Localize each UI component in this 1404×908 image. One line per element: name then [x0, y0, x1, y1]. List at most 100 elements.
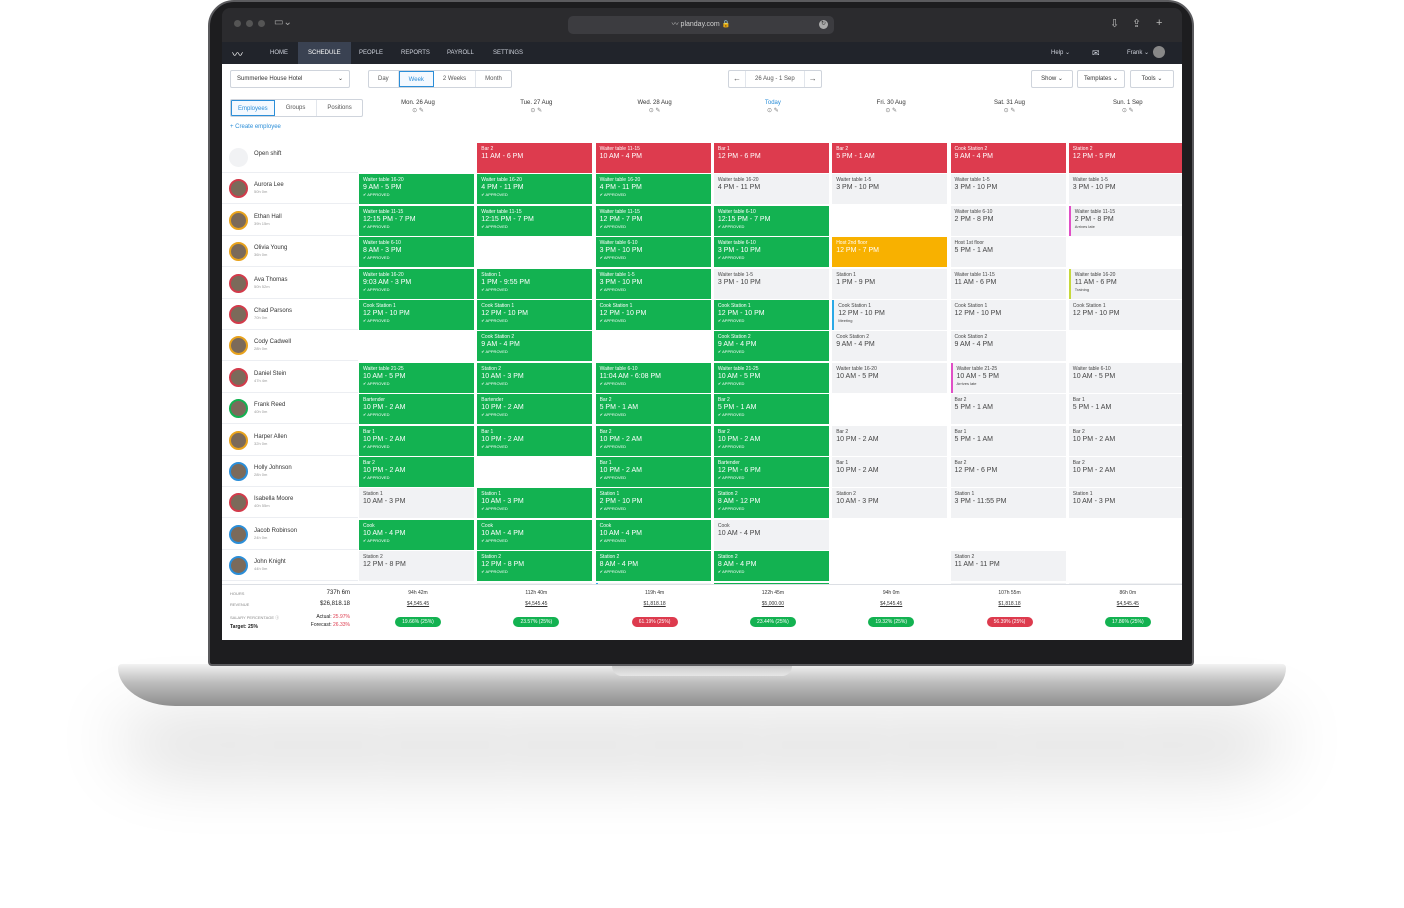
- shift-card[interactable]: Waiter table 16-20 9:03 AM - 3 PM ✔ APPROV…: [359, 268, 474, 299]
- employee-row[interactable]: Chad Parsons 70h 0m: [222, 299, 358, 330]
- share-icon[interactable]: ⇪: [1132, 18, 1142, 30]
- sidebar-toggle-icon[interactable]: ▭⌄: [274, 17, 292, 28]
- shift-card[interactable]: Host 1st floor: [713, 582, 829, 584]
- user-menu[interactable]: Frank ⌄: [1127, 42, 1166, 64]
- shift-card[interactable]: Bar 1 10 PM - 2 AM: [832, 457, 948, 487]
- day-revenue[interactable]: $4,545.45: [880, 601, 903, 607]
- day-revenue[interactable]: $5,000.00: [761, 601, 785, 607]
- window-minimize-dot[interactable]: [246, 20, 253, 27]
- eye-icon[interactable]: ⊙: [530, 108, 538, 114]
- eye-icon[interactable]: ⊙: [1121, 108, 1129, 114]
- shift-card[interactable]: Host 1st floor: [477, 582, 593, 584]
- shift-card[interactable]: Waiter table 11-15 12:15 PM - 7 PM ✔ APPRO…: [359, 205, 474, 236]
- shift-card[interactable]: Cook Station 1 12 PM - 10 PM ✔ APPROVED: [477, 300, 593, 330]
- shift-card[interactable]: Cook 10 AM - 4 PM ✔ APPROVED: [477, 519, 593, 550]
- shift-card[interactable]: Bar 2 10 PM - 2 AM: [832, 425, 948, 456]
- day-revenue[interactable]: $4,545.45: [525, 601, 548, 607]
- empty-shift-slot[interactable]: [1068, 551, 1182, 582]
- shift-card[interactable]: Waiter table 11-15 12:15 PM - 7 PM ✔ APPRO…: [477, 205, 593, 236]
- employee-row[interactable]: Aurora Lee 50h 0m: [222, 173, 358, 205]
- shift-card[interactable]: Bar 2 10 PM - 2 AM ✔ APPROVED: [595, 425, 711, 456]
- shift-card[interactable]: Waiter table 6-10 12:15 PM - 7 PM ✔ APPROV…: [713, 205, 829, 236]
- empty-shift-slot[interactable]: [477, 237, 593, 268]
- shift-card[interactable]: Station 2 10 AM - 3 PM: [832, 488, 948, 519]
- shift-card[interactable]: Bartender 12 PM - 6 PM ✔ APPROVED: [713, 457, 829, 487]
- shift-card[interactable]: Bar 2 12 PM - 6 PM: [950, 457, 1066, 487]
- shift-card[interactable]: Waiter table 11-15 11 AM - 6 PM: [950, 268, 1066, 299]
- day-revenue[interactable]: $4,545.45: [406, 601, 430, 607]
- edit-icon[interactable]: ✎: [418, 108, 424, 114]
- shift-card[interactable]: Waiter table 6-10 8 AM - 3 PM ✔ APPROVED: [359, 237, 474, 268]
- nav-payroll[interactable]: PAYROLL: [447, 50, 474, 56]
- reload-icon[interactable]: ↻: [819, 20, 828, 29]
- shift-card[interactable]: Station 2 12 PM - 8 PM ✔ APPROVED: [477, 551, 593, 582]
- shift-card[interactable]: Bar 2 10 PM - 2 AM: [1068, 425, 1182, 456]
- shift-card[interactable]: Bar 2 11 AM - 6 PM: [477, 143, 593, 173]
- edit-icon[interactable]: ✎: [773, 108, 779, 114]
- shift-card[interactable]: Cook 10 AM - 4 PM: [713, 519, 829, 550]
- shift-card[interactable]: Host 2nd floor 12 PM - 7 PM: [832, 237, 948, 268]
- day-header[interactable]: Mon. 26 Aug ⊙ ✎: [359, 100, 477, 114]
- eye-icon[interactable]: ⊙: [885, 108, 893, 114]
- shift-card[interactable]: Station 1 10 AM - 3 PM: [359, 488, 474, 519]
- nav-reports[interactable]: REPORTS: [401, 50, 430, 56]
- shift-card[interactable]: Waiter table 21-25 10 AM - 5 PM ✔ APPROVED: [713, 362, 829, 393]
- shift-card[interactable]: Bartender 10 PM - 2 AM ✔ APPROVED: [359, 394, 474, 425]
- shift-card[interactable]: Cook Station 1 12 PM - 10 PM ✔ APPROVED: [595, 300, 711, 330]
- shift-card[interactable]: Waiter table 16-20 9 AM - 5 PM ✔ APPROVED: [359, 174, 474, 205]
- shift-card[interactable]: Waiter table 6-10 2 PM - 8 PM: [950, 205, 1066, 236]
- shift-card[interactable]: Station 1 10 AM - 3 PM: [1068, 488, 1182, 519]
- employee-row[interactable]: Ava Thomas 50h 52m: [222, 268, 358, 299]
- shift-card[interactable]: Waiter table 1-5 3 PM - 10 PM ✔ APPROVED: [595, 268, 711, 299]
- shift-card[interactable]: Cook 10 AM - 4 PM ✔ APPROVED: [359, 519, 474, 550]
- shift-card[interactable]: Station 1 10 AM - 3 PM ✔ APPROVED: [477, 488, 593, 519]
- shift-card[interactable]: Bar 1 10 PM - 2 AM ✔ APPROVED: [359, 425, 474, 456]
- edit-icon[interactable]: ✎: [1010, 108, 1016, 114]
- shift-card[interactable]: Waiter table 11-15 10 AM - 4 PM: [595, 143, 711, 173]
- shift-card[interactable]: Bar 1 10 PM - 2 AM ✔ APPROVED: [477, 425, 593, 456]
- employee-row[interactable]: Isabella Moore 40h 55m: [222, 487, 358, 519]
- shift-card[interactable]: Waiter table 16-20 4 PM - 11 PM: [713, 174, 829, 205]
- day-revenue[interactable]: $1,818.18: [998, 601, 1021, 607]
- employee-row[interactable]: Holly Johnson 28h 0m: [222, 456, 358, 487]
- view-day[interactable]: Day: [369, 71, 399, 87]
- shift-card[interactable]: Waiter table 1-5 3 PM - 10 PM: [713, 268, 829, 299]
- shift-card[interactable]: Station 2 11 AM - 11 PM: [950, 551, 1066, 582]
- shift-card[interactable]: Cook Station 1 12 PM - 10 PM Meeting: [832, 300, 948, 330]
- employee-row[interactable]: Cody Cadwell 28h 0m: [222, 330, 358, 362]
- empty-shift-slot[interactable]: [832, 205, 948, 236]
- empty-shift-slot[interactable]: [1068, 519, 1182, 550]
- shift-card[interactable]: Waiter table 16-20 11 AM - 6 PM Training: [1068, 268, 1182, 299]
- shift-card[interactable]: Cook Station 1 12 PM - 10 PM ✔ APPROVED: [713, 300, 829, 330]
- empty-shift-slot[interactable]: [832, 519, 948, 550]
- shift-card[interactable]: Waiter table 11-15 2 PM - 8 PM Arrives lat…: [1068, 205, 1182, 236]
- employee-row[interactable]: Daniel Stein 47h 4m: [222, 362, 358, 393]
- nav-schedule[interactable]: SCHEDULE: [298, 42, 351, 64]
- employee-row[interactable]: Open shift: [222, 142, 358, 173]
- window-close-dot[interactable]: [234, 20, 241, 27]
- shift-card[interactable]: Waiter table 16-20 4 PM - 11 PM ✔ APPROVED: [477, 174, 593, 205]
- window-zoom-dot[interactable]: [258, 20, 265, 27]
- employee-row[interactable]: Ethan Hall 39h 15m: [222, 205, 358, 236]
- shift-card[interactable]: Host 2nd floor: [950, 582, 1066, 584]
- shift-card[interactable]: Waiter table 1-5 3 PM - 10 PM: [832, 174, 948, 205]
- nav-people[interactable]: PEOPLE: [359, 50, 384, 56]
- shift-card[interactable]: Waiter table 1-5 3 PM - 10 PM: [1068, 174, 1182, 205]
- empty-shift-slot[interactable]: [359, 331, 474, 362]
- shift-card[interactable]: Bar 1 10 PM - 2 AM ✔ APPROVED: [595, 457, 711, 487]
- shift-card[interactable]: Host 1st floor 5 PM - 1 AM: [950, 237, 1066, 268]
- shift-card[interactable]: Waiter table 11-15 12 PM - 7 PM ✔ APPROVED: [595, 205, 711, 236]
- shift-card[interactable]: Waiter table 21-25 10 AM - 5 PM ✔ APPROVED: [359, 362, 474, 393]
- empty-shift-slot[interactable]: [832, 394, 948, 425]
- department-select[interactable]: Summerlee House Hotel ⌄: [230, 70, 350, 88]
- shift-card[interactable]: Host: [595, 582, 711, 584]
- shift-card[interactable]: Waiter table 6-10 11:04 AM - 6:08 PM ✔ APP…: [595, 362, 711, 393]
